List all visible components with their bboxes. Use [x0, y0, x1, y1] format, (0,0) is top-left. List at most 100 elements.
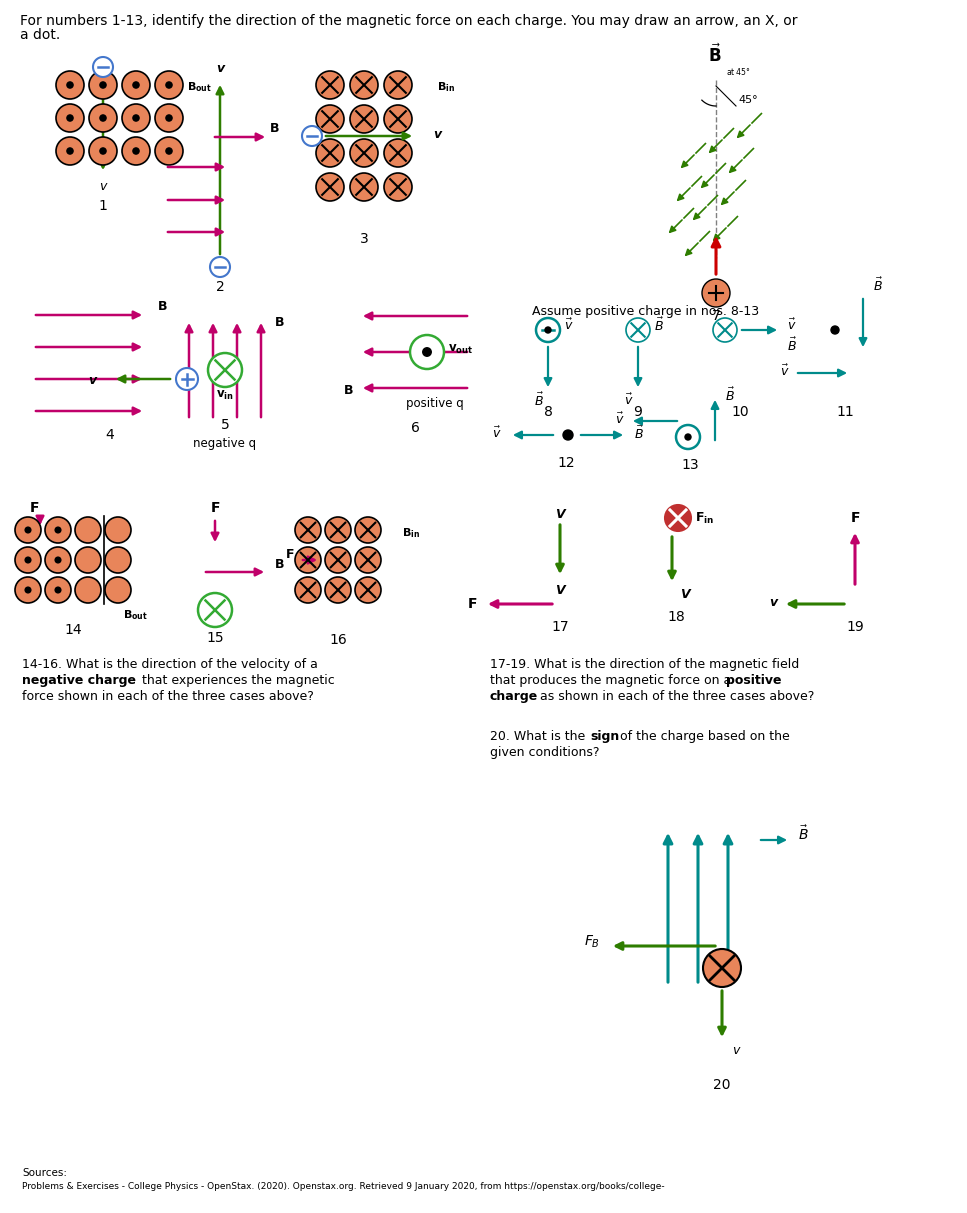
Text: v: v — [769, 596, 777, 609]
Circle shape — [384, 72, 412, 99]
Text: 17-19. What is the direction of the magnetic field: 17-19. What is the direction of the magn… — [490, 657, 800, 671]
Circle shape — [45, 547, 71, 573]
Text: 17: 17 — [551, 620, 569, 634]
Circle shape — [563, 429, 573, 440]
Circle shape — [75, 547, 101, 573]
Circle shape — [545, 328, 551, 334]
Circle shape — [355, 577, 381, 603]
Text: negative q: negative q — [193, 437, 256, 450]
Circle shape — [295, 517, 321, 543]
Text: $\vec{v}$: $\vec{v}$ — [787, 318, 797, 332]
Text: force shown in each of the three cases above?: force shown in each of the three cases a… — [22, 690, 314, 704]
Text: v: v — [216, 63, 224, 75]
Text: F: F — [467, 597, 477, 611]
Circle shape — [55, 587, 61, 593]
Text: $\vec{B}$: $\vec{B}$ — [725, 387, 735, 404]
Text: positive: positive — [726, 674, 781, 687]
Circle shape — [100, 148, 106, 154]
Circle shape — [100, 115, 106, 121]
Text: 6: 6 — [411, 421, 420, 435]
Text: $\vec{v}$: $\vec{v}$ — [615, 411, 625, 427]
Circle shape — [384, 173, 412, 201]
Text: v: v — [100, 181, 106, 194]
Circle shape — [100, 82, 106, 89]
Text: 45°: 45° — [738, 95, 757, 106]
Text: as shown in each of the three cases above?: as shown in each of the three cases abov… — [536, 690, 814, 704]
Text: 4: 4 — [105, 428, 114, 442]
Circle shape — [831, 326, 839, 334]
Text: $\vec{B}$: $\vec{B}$ — [798, 825, 808, 843]
Text: 2: 2 — [216, 280, 224, 294]
Circle shape — [316, 72, 344, 99]
Circle shape — [45, 517, 71, 543]
Circle shape — [132, 148, 139, 154]
Text: V: V — [555, 507, 565, 520]
Text: B: B — [270, 123, 279, 136]
Text: 10: 10 — [731, 405, 748, 418]
Circle shape — [166, 148, 172, 154]
Text: $\vec{B}$: $\vec{B}$ — [634, 425, 644, 442]
Text: Sources:: Sources: — [22, 1168, 67, 1178]
Text: B: B — [275, 558, 284, 570]
Text: Assume positive charge in nos. 8-13: Assume positive charge in nos. 8-13 — [532, 304, 759, 318]
Text: $\mathbf{B_{out}}$: $\mathbf{B_{out}}$ — [187, 80, 212, 93]
Text: F: F — [850, 511, 860, 525]
Circle shape — [325, 547, 351, 573]
Circle shape — [626, 318, 650, 342]
Circle shape — [155, 72, 183, 99]
Circle shape — [56, 137, 84, 165]
Circle shape — [132, 82, 139, 89]
Circle shape — [55, 528, 61, 533]
Circle shape — [166, 115, 172, 121]
Text: $\vec{B}$: $\vec{B}$ — [534, 392, 544, 409]
Text: $\vec{B}$: $\vec{B}$ — [873, 277, 883, 294]
Circle shape — [210, 257, 230, 277]
Text: 1: 1 — [99, 199, 107, 213]
Text: 13: 13 — [681, 459, 699, 472]
Text: $\vec{B}$: $\vec{B}$ — [787, 337, 797, 354]
Text: 11: 11 — [836, 405, 854, 418]
Circle shape — [93, 57, 113, 76]
Circle shape — [45, 577, 71, 603]
Circle shape — [295, 547, 321, 573]
Text: $\mathbf{B_{in}}$: $\mathbf{B_{in}}$ — [437, 80, 455, 93]
Circle shape — [350, 173, 378, 201]
Circle shape — [350, 72, 378, 99]
Circle shape — [355, 517, 381, 543]
Circle shape — [25, 528, 31, 533]
Text: $\vec{B}$: $\vec{B}$ — [654, 317, 663, 334]
Text: v: v — [732, 1043, 740, 1057]
Circle shape — [702, 279, 730, 307]
Circle shape — [665, 505, 691, 531]
Text: For numbers 1-13, identify the direction of the magnetic force on each charge. Y: For numbers 1-13, identify the direction… — [20, 15, 798, 28]
Circle shape — [355, 547, 381, 573]
Circle shape — [685, 434, 691, 440]
Text: a dot.: a dot. — [20, 28, 60, 42]
Text: negative charge: negative charge — [22, 674, 136, 687]
Text: sign: sign — [590, 730, 619, 744]
Text: $_{\mathrm{at\,45°}}$: $_{\mathrm{at\,45°}}$ — [726, 67, 750, 79]
Circle shape — [89, 104, 117, 132]
Circle shape — [208, 353, 242, 387]
Circle shape — [105, 547, 131, 573]
Circle shape — [536, 318, 560, 342]
Circle shape — [132, 115, 139, 121]
Text: positive q: positive q — [406, 397, 464, 410]
Text: v: v — [88, 375, 96, 387]
Text: 8: 8 — [543, 405, 552, 418]
Text: 14: 14 — [64, 623, 82, 637]
Text: 9: 9 — [633, 405, 642, 418]
Text: $\vec{v}$: $\vec{v}$ — [492, 426, 502, 440]
Text: $\mathbf{B_{in}}$: $\mathbf{B_{in}}$ — [402, 526, 420, 540]
Text: that produces the magnetic force on a: that produces the magnetic force on a — [490, 674, 735, 687]
Circle shape — [105, 517, 131, 543]
Circle shape — [350, 139, 378, 167]
Text: B: B — [275, 317, 284, 330]
Circle shape — [350, 106, 378, 133]
Text: F: F — [210, 501, 220, 516]
Circle shape — [75, 577, 101, 603]
Circle shape — [56, 104, 84, 132]
Text: F: F — [285, 547, 294, 560]
Text: $\mathbf{F_{in}}$: $\mathbf{F_{in}}$ — [695, 511, 715, 525]
Circle shape — [122, 104, 150, 132]
